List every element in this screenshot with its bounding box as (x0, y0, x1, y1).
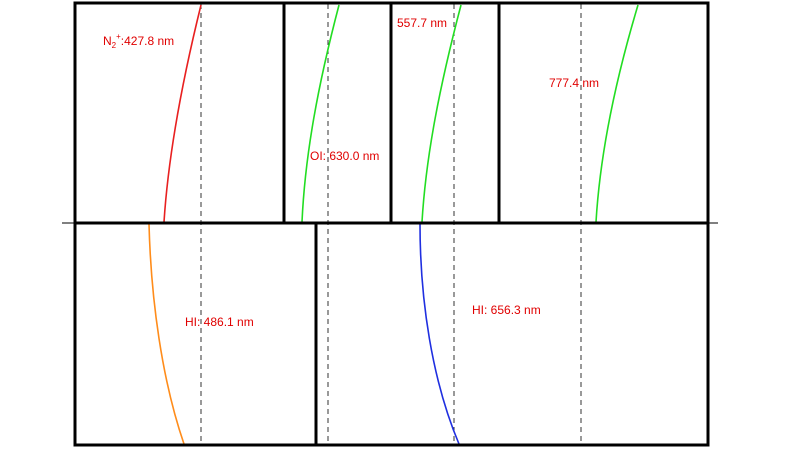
n2-superscript: + (116, 32, 121, 41)
n2-wavelength: :427.8 nm (121, 34, 174, 48)
n2-species: N (103, 34, 112, 48)
oi-630-curve (301, 4, 340, 223)
hi-656-curve (419, 223, 460, 445)
oi-777-curve (595, 4, 639, 223)
hi-656-label: HI: 656.3 nm (472, 303, 541, 317)
bottom-panel-frame (73, 221, 710, 447)
oi-777-label: 777.4 nm (549, 76, 599, 90)
panel-frames (73, 1, 710, 447)
hi-486-curve (148, 223, 185, 445)
n2-subscript: 2 (112, 41, 117, 50)
oi-557-label: 557.7 nm (397, 16, 447, 30)
n2-427-curve (163, 4, 202, 223)
oi-630-label: OI: 630.0 nm (310, 149, 379, 163)
hi-486-label: HI: 486.1 nm (185, 315, 254, 329)
n2-427-label: N2+:427.8 nm (103, 32, 174, 50)
oi-557-curve (421, 4, 462, 223)
